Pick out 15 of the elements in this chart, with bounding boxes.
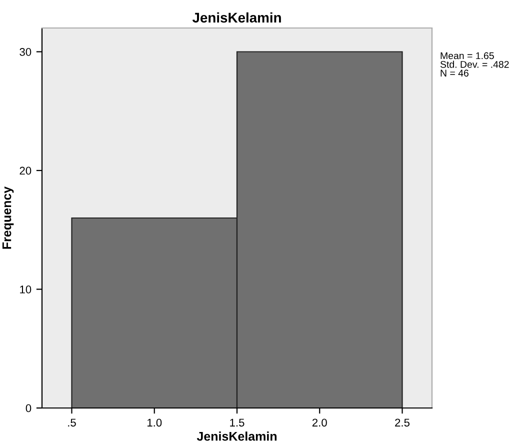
text: Mean = 1.65: [440, 52, 494, 60]
x-tick-label: 1.0: [148, 418, 162, 427]
text: N = 46: [440, 70, 468, 77]
y-axis-title: Frequency: [2, 186, 14, 249]
text: Std. Dev. = .482: [440, 60, 509, 68]
chart-title: JenisKelamin: [192, 12, 281, 23]
x-axis-title: JenisKelamin: [196, 432, 277, 441]
x-tick-label: 1.5: [230, 418, 244, 427]
y-tick-label: 30: [20, 48, 32, 56]
y-tick-label: 0: [26, 404, 32, 412]
x-tick-label: .5: [68, 418, 76, 427]
x-tick-label: 2.0: [312, 418, 327, 427]
y-tick-label: 10: [20, 286, 32, 294]
x-tick-label: 2.5: [395, 418, 410, 427]
y-tick-label: 20: [20, 166, 32, 175]
